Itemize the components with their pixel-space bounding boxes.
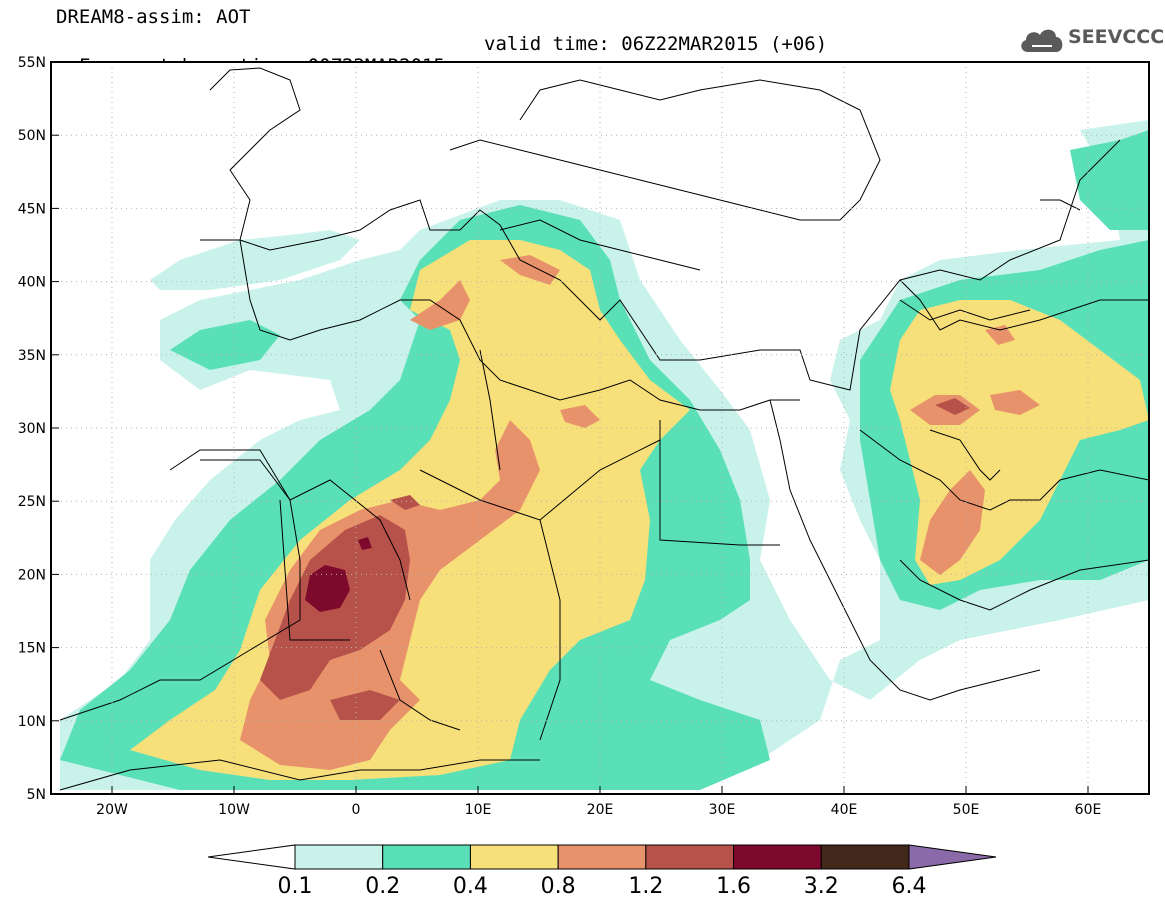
lat-tick-label: 45N <box>18 201 46 217</box>
seevccc-logo: SEEVCCC <box>1018 22 1164 56</box>
map-title: DREAM8-assim: AOT <box>56 6 251 28</box>
colorbar-lower-arrow <box>207 844 296 870</box>
colorbar-label: 0.4 <box>453 874 488 899</box>
lon-tick-label: 60E <box>1075 802 1102 818</box>
colorbar-box <box>645 844 735 870</box>
lat-tick-label: 5N <box>27 787 46 803</box>
lat-tick-label: 20N <box>18 567 46 583</box>
cloud-icon <box>1021 29 1063 52</box>
colorbar-box <box>557 844 647 870</box>
colorbar-label: 0.8 <box>541 874 576 899</box>
lon-tick-label: 0 <box>352 802 361 818</box>
lat-tick-label: 40N <box>18 275 46 291</box>
lat-tick-label: 15N <box>18 641 46 657</box>
colorbar-box <box>294 844 384 870</box>
aot-field <box>60 120 1149 790</box>
colorbar-box <box>382 844 471 870</box>
coastlines <box>59 67 1149 791</box>
colorbar-box <box>733 844 822 870</box>
lat-tick-label: 30N <box>18 421 46 437</box>
lat-axis: 55N 50N 45N 40N 35N 30N 25N 20N 15N 10N 5N <box>18 55 59 803</box>
colorbar-box <box>820 844 910 870</box>
lat-tick-label: 55N <box>18 55 46 71</box>
colorbar-label: 1.2 <box>628 874 663 899</box>
colorbar-label: 0.1 <box>278 874 313 899</box>
lon-tick-label: 30E <box>709 802 736 818</box>
colorbar-upper-arrow <box>908 844 997 870</box>
lon-tick-label: 50E <box>953 802 980 818</box>
lat-tick-label: 50N <box>18 128 46 144</box>
colorbar: 0.1 0.2 0.4 0.8 1.2 1.6 3.2 6.4 <box>207 844 997 899</box>
colorbar-label: 3.2 <box>804 874 839 899</box>
lon-tick-label: 20W <box>96 802 128 818</box>
lon-tick-label: 10E <box>465 802 492 818</box>
colorbar-label: 1.6 <box>716 874 751 899</box>
lat-tick-label: 25N <box>18 494 46 510</box>
gridlines <box>51 62 1149 794</box>
colorbar-box <box>469 844 559 870</box>
logo-text: SEEVCCC <box>1068 26 1165 48</box>
lon-tick-label: 40E <box>831 802 858 818</box>
lon-axis: 20W 10W 0 10E 20E 30E 40E 50E 60E <box>96 786 1101 818</box>
lon-tick-label: 20E <box>587 802 614 818</box>
valid-time-text: valid time: 06Z22MAR2015 (+06) <box>484 33 828 55</box>
lat-tick-label: 10N <box>18 714 46 730</box>
lat-tick-label: 35N <box>18 348 46 364</box>
colorbar-label: 6.4 <box>892 874 927 899</box>
lon-tick-label: 10W <box>218 802 250 818</box>
colorbar-label: 0.2 <box>365 874 400 899</box>
